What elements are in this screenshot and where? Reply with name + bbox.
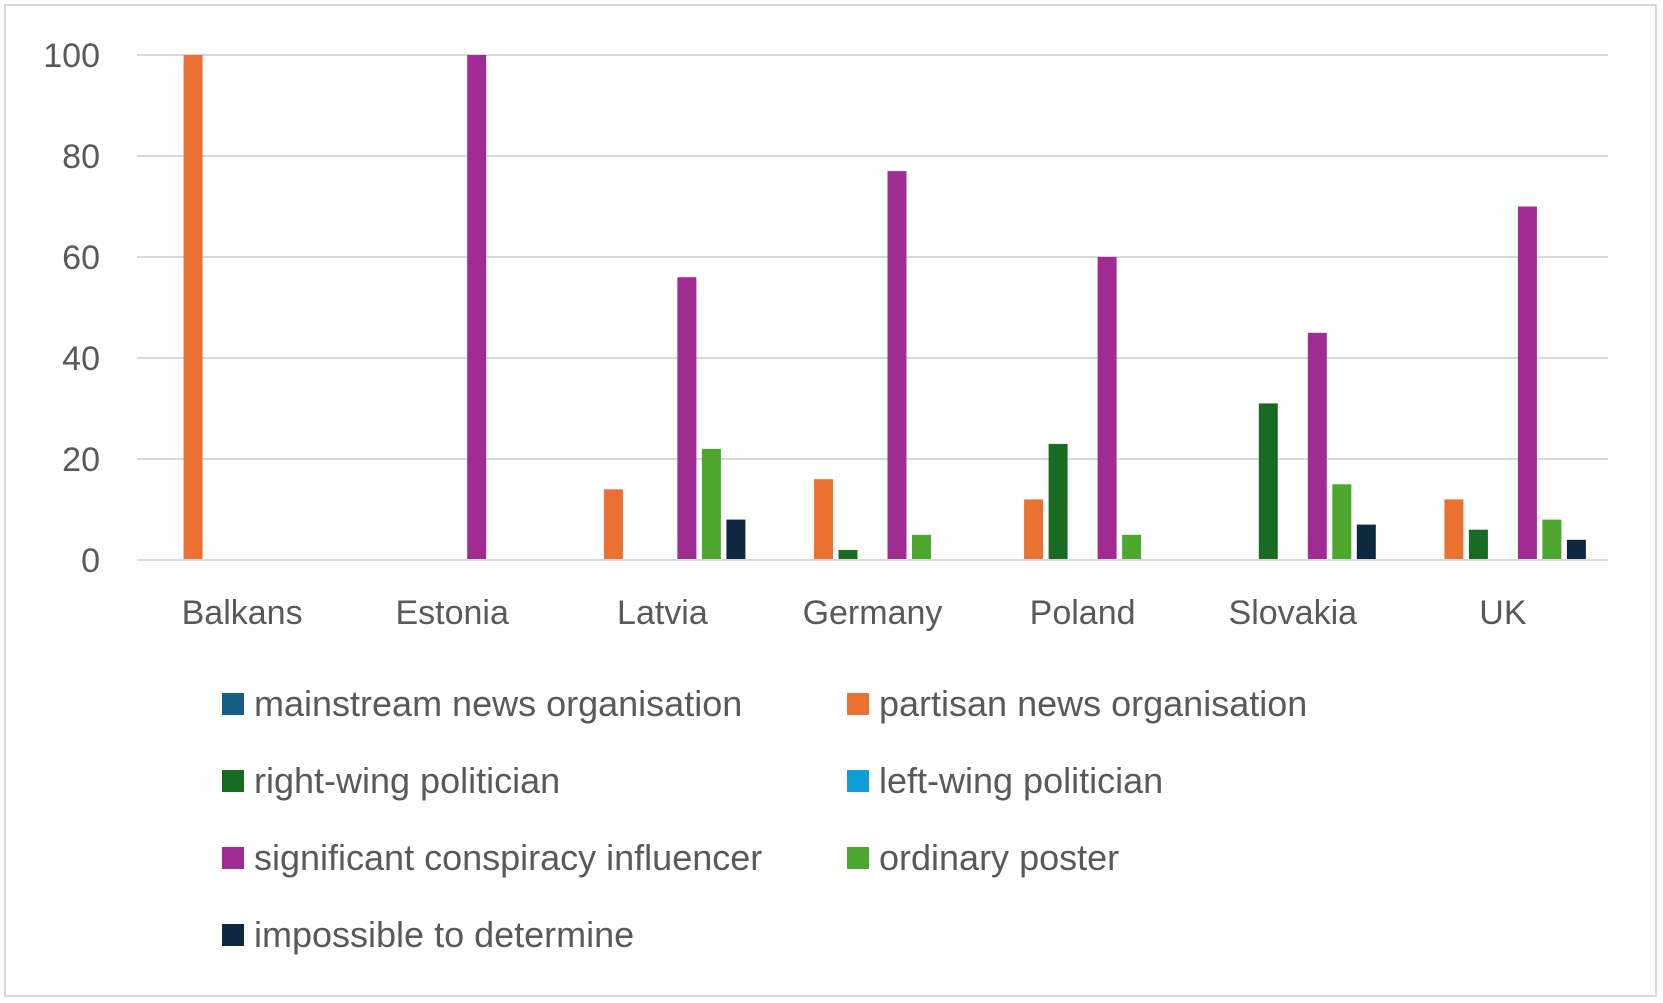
bar-latvia-series-4 <box>677 277 697 560</box>
gridlines <box>137 54 1608 460</box>
bar-slovakia-series-6 <box>1356 524 1376 560</box>
bar-germany-series-4 <box>887 171 907 560</box>
bar-uk-series-4 <box>1517 206 1537 560</box>
bar-slovakia-series-2 <box>1258 403 1278 560</box>
x-tick-label: Slovakia <box>1229 594 1358 632</box>
x-tick-label: Poland <box>1030 594 1136 632</box>
bar-balkans-series-1 <box>183 55 203 560</box>
x-tick-label: Latvia <box>617 594 708 632</box>
bars <box>183 55 1586 561</box>
bar-latvia-series-6 <box>726 519 746 560</box>
x-tick-label: UK <box>1479 594 1527 632</box>
bar-poland-series-2 <box>1048 443 1068 560</box>
bar-uk-series-6 <box>1566 539 1586 560</box>
x-tick-label: Germany <box>803 594 943 632</box>
bar-germany-series-5 <box>912 534 931 561</box>
y-tick-label: 0 <box>81 542 100 580</box>
bar-uk-series-2 <box>1468 529 1488 560</box>
y-tick-label: 60 <box>62 239 100 277</box>
bar-uk-series-5 <box>1542 519 1562 560</box>
bar-slovakia-series-4 <box>1307 332 1327 561</box>
bar-poland-series-1 <box>1024 499 1044 560</box>
bar-latvia-series-1 <box>603 489 623 560</box>
y-tick-label: 40 <box>62 340 100 378</box>
x-tick-label: Balkans <box>182 594 303 632</box>
bar-uk-series-1 <box>1444 499 1464 560</box>
bar-poland-series-4 <box>1097 257 1117 560</box>
y-tick-label: 20 <box>62 441 100 479</box>
y-tick-label: 100 <box>43 37 100 75</box>
bar-estonia-series-4 <box>467 55 487 560</box>
bar-poland-series-5 <box>1122 534 1142 561</box>
bar-slovakia-series-5 <box>1332 484 1352 561</box>
bar-latvia-series-5 <box>701 448 721 560</box>
x-axis-ticks: Balkans Estonia Latvia Germany Poland Sl… <box>182 594 1527 632</box>
bar-germany-series-1 <box>814 479 833 560</box>
x-tick-label: Estonia <box>395 594 508 632</box>
bar-germany-series-2 <box>838 549 858 560</box>
y-tick-label: 80 <box>62 138 100 176</box>
y-axis-ticks: 0 20 40 60 80 100 <box>43 37 100 580</box>
